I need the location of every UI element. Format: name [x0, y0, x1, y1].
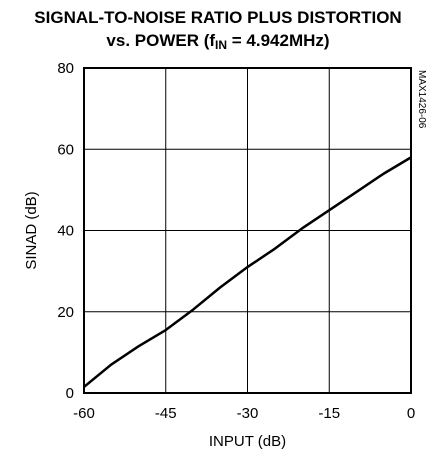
chart-title-line2: vs. POWER (fIN = 4.942MHz) [0, 31, 436, 52]
y-tick-label: 80 [57, 60, 74, 77]
x-axis-label: INPUT (dB) [209, 433, 286, 450]
sinad-series-line [83, 156, 412, 388]
title-prefix: vs. POWER (f [106, 31, 216, 50]
y-axis-label: SINAD (dB) [23, 191, 40, 269]
x-tick-label: -60 [73, 405, 95, 422]
tick-labels: -60 -45 -30 -15 0 0 20 40 60 80 [57, 60, 415, 422]
x-tick-label: -45 [155, 405, 177, 422]
x-tick-label: -30 [237, 405, 259, 422]
y-tick-label: 40 [57, 223, 74, 240]
grid [83, 67, 412, 394]
y-tick-label: 20 [57, 304, 74, 321]
y-tick-label: 60 [57, 141, 74, 158]
title-subscript: IN [215, 38, 228, 52]
x-tick-label: 0 [407, 405, 415, 422]
series-group [83, 156, 412, 388]
plot-frame [83, 67, 412, 394]
chart-title-line1: SIGNAL-TO-NOISE RATIO PLUS DISTORTION [34, 8, 402, 27]
x-tick-label: -15 [318, 405, 340, 422]
figure-code: MAX1426-06 [416, 70, 427, 129]
title-suffix: = 4.942MHz) [227, 31, 330, 50]
y-tick-label: 0 [66, 385, 74, 402]
